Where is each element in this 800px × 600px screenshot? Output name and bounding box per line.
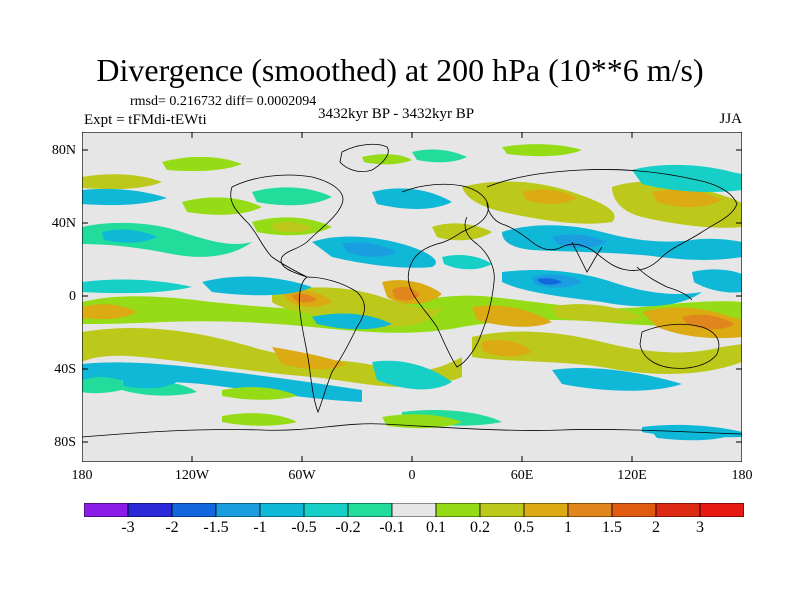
colorbar-swatch <box>567 503 613 517</box>
colorbar-swatch <box>523 503 569 517</box>
lat-ticks <box>82 149 742 443</box>
colorbar-label: 2 <box>652 519 660 536</box>
colorbar-label: 0.1 <box>426 519 446 536</box>
colorbar-label: 0.2 <box>470 519 490 536</box>
colorbar-swatch <box>479 503 525 517</box>
lon-label-120w: 120W <box>174 468 210 483</box>
colorbar-label: -1.5 <box>203 519 229 536</box>
colorbar-label: -0.5 <box>291 519 317 536</box>
colorbar-swatch <box>611 503 657 517</box>
coastlines <box>82 143 742 438</box>
colorbar-swatch <box>171 503 217 517</box>
colorbar-label: 1.5 <box>602 519 622 536</box>
lat-label-80n: 80N <box>51 143 76 158</box>
lat-label-80s: 80S <box>54 435 76 450</box>
lon-label-180w: 180 <box>71 468 93 483</box>
colorbar-swatch <box>259 503 305 517</box>
lon-label-180e: 180 <box>731 468 753 483</box>
colorbar-swatch <box>215 503 261 517</box>
colorbar-label: 1 <box>564 519 572 536</box>
colorbar-label: -0.2 <box>335 519 361 536</box>
divergence-map <box>82 132 742 462</box>
colorbar-label: -0.1 <box>379 519 405 536</box>
colorbar-label: -1 <box>253 519 267 536</box>
colorbar-label: -3 <box>121 519 135 536</box>
lon-ticks <box>191 132 633 462</box>
period-label: 3432kyr BP - 3432kyr BP <box>318 106 475 122</box>
lat-label-40s: 40S <box>54 362 76 377</box>
lon-label-0: 0 <box>408 468 416 483</box>
colorbar-label: 3 <box>696 519 704 536</box>
colorbar <box>84 503 744 517</box>
lat-label-0: 0 <box>69 289 76 304</box>
season-label: JJA <box>719 111 742 127</box>
lon-label-120e: 120E <box>617 468 647 483</box>
colorbar-swatch <box>435 503 481 517</box>
colorbar-swatch <box>303 503 349 517</box>
colorbar-swatch <box>347 503 393 517</box>
colorbar-swatch <box>84 503 129 517</box>
colorbar-swatch <box>391 503 437 517</box>
plot-title: Divergence (smoothed) at 200 hPa (10**6 … <box>96 52 704 88</box>
colorbar-label: 0.5 <box>514 519 534 536</box>
colorbar-swatch <box>655 503 701 517</box>
colorbar-swatch <box>699 503 744 517</box>
lon-label-60w: 60W <box>288 468 316 483</box>
colorbar-label: -2 <box>165 519 179 536</box>
lon-label-60e: 60E <box>510 468 534 483</box>
experiment-label: Expt = tFMdi-tEWti <box>84 112 207 128</box>
stats-text: rmsd= 0.216732 diff= 0.0002094 <box>130 94 317 109</box>
colorbar-swatch <box>127 503 173 517</box>
lat-label-40n: 40N <box>51 216 76 231</box>
